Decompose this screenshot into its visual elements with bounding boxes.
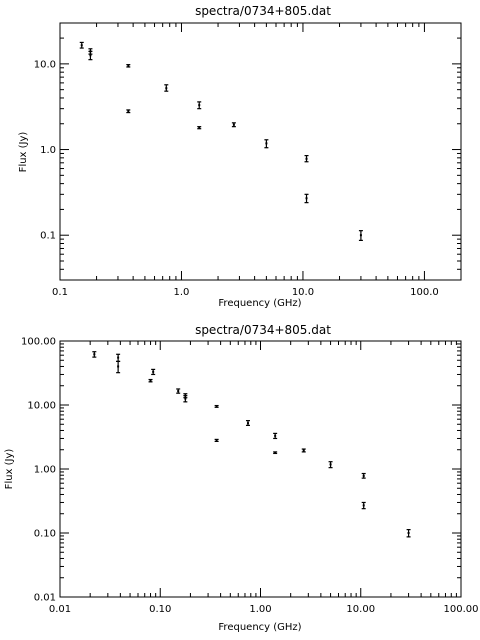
data-point [231,122,236,128]
data-point [361,472,366,479]
bottom-x-axis-label: Frequency (GHz) [218,622,301,633]
top-plot-frame [59,22,462,281]
data-point [245,420,250,427]
bottom-plot-frame [59,340,462,598]
bottom-data-points [92,351,411,538]
data-point [214,438,219,442]
data-point [406,529,411,538]
y-tick-label: 0.1 [40,231,56,242]
x-tick-label: 0.10 [149,604,171,615]
data-point [88,50,93,61]
data-point [361,501,366,510]
x-tick-label: 100.0 [410,287,439,298]
data-point [273,432,278,440]
top-chart-title: spectra/0734+805.dat [195,4,331,18]
data-point [264,139,269,149]
bottom-y-axis-label: Flux (Jy) [4,449,15,490]
y-tick-label: 10.0 [34,59,56,70]
x-tick-label: 10.0 [292,287,314,298]
top-x-axis: 0.1 1.0 10.0 100.0 [52,23,462,298]
bottom-x-axis: 0.01 0.10 1.00 10.00 100.00 [49,341,479,615]
data-point [328,461,333,469]
top-x-axis-label: Frequency (GHz) [218,298,301,309]
x-tick-label: 0.1 [52,287,68,298]
y-tick-label: 0.10 [34,529,56,540]
bottom-chart-title: spectra/0734+805.dat [195,323,331,337]
top-plot-panel: spectra/0734+805.dat 0.1 1.0 10.0 100.0 0.1… [18,4,462,309]
data-point [116,353,121,363]
bottom-y-axis: 0.01 0.10 1.00 10.00 100.00 [21,337,461,604]
y-tick-label: 100.00 [21,337,56,348]
y-tick-label: 1.00 [34,465,56,476]
data-point [273,451,278,455]
y-tick-label: 1.0 [40,145,56,156]
y-tick-label: 10.00 [27,401,56,412]
x-tick-label: 10.00 [346,604,375,615]
data-point [126,109,131,114]
data-point [164,84,169,92]
data-point [126,64,131,68]
data-point [92,351,97,358]
bottom-plot-panel: spectra/0734+805.dat 0.01 0.10 1.00 10.00 10… [4,323,479,633]
data-point [151,368,156,376]
data-point [304,193,309,204]
data-point [79,41,84,49]
top-data-points [79,41,363,241]
data-point [358,230,363,241]
top-y-axis: 0.1 1.0 10.0 [34,22,461,281]
data-point [176,388,181,394]
data-point [183,395,188,403]
x-tick-label: 100.00 [444,604,479,615]
data-point [148,378,153,383]
y-tick-label: 0.01 [34,593,56,604]
data-point [197,101,202,110]
top-y-axis-label: Flux (Jy) [18,132,29,173]
data-point [214,404,219,408]
data-point [301,448,306,453]
x-tick-label: 0.01 [49,604,71,615]
data-point [197,126,202,130]
x-tick-label: 1.0 [174,287,190,298]
x-tick-label: 1.00 [249,604,271,615]
data-point [304,154,309,163]
data-point [116,360,121,374]
